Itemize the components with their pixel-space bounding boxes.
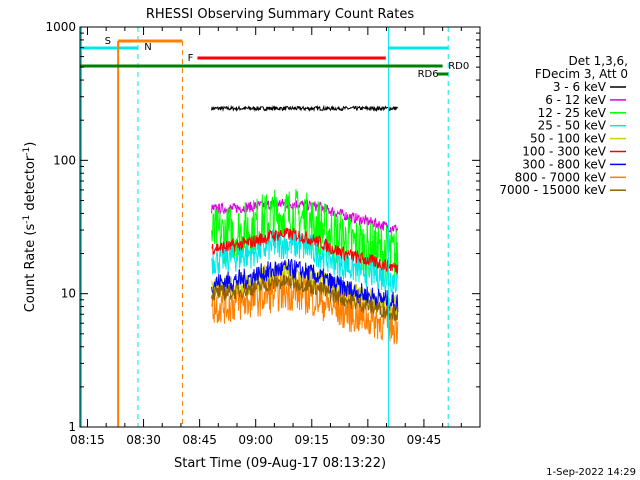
legend-entry-2: 12 - 25 keV	[538, 106, 607, 120]
legend-entry-5: 100 - 300 keV	[522, 145, 606, 159]
rd0-label: RD0	[448, 61, 469, 72]
x-tick-label: 08:15	[70, 433, 105, 447]
y-tick-label: 1	[68, 420, 76, 434]
y-tick-label: 10	[61, 287, 76, 301]
chart-title: RHESSI Observing Summary Count Rates	[146, 7, 415, 22]
x-tick-label: 09:45	[407, 433, 442, 447]
y-label-mid: detector	[23, 155, 38, 215]
legend-entry-8: 7000 - 15000 keV	[499, 183, 606, 197]
y-axis-label: Count Rate (s-1 detector-1)	[22, 142, 38, 313]
y-tick-label: 1000	[45, 20, 76, 34]
legend-entry-7: 800 - 7000 keV	[515, 170, 607, 184]
plot-frame	[79, 26, 481, 428]
legend-entry-3: 25 - 50 keV	[538, 119, 607, 133]
flare-label: F	[188, 53, 194, 64]
x-tick-label: 08:30	[126, 433, 161, 447]
y-tick-label: 100	[53, 153, 76, 167]
axis-layer: 1 10 100 1000 08:15 08:30 08:45 09:00 09:15 09:30…	[45, 20, 480, 447]
series-line-2	[211, 189, 399, 282]
legend-entry-0: 3 - 6 keV	[553, 80, 607, 94]
series-line-8	[211, 274, 399, 321]
timestamp: 1-Sep-2022 14:29	[546, 467, 636, 478]
y-label-main: Count Rate (s	[23, 224, 38, 313]
legend-header-1: Det 1,3,6,	[569, 54, 629, 68]
series-layer	[211, 104, 399, 346]
y-label-sup1: -1	[22, 215, 32, 224]
rd6-label: RD6	[418, 69, 439, 80]
x-tick-label: 09:00	[238, 433, 273, 447]
series-line-7	[211, 274, 399, 346]
series-line-5	[211, 227, 399, 274]
night-label: N	[144, 42, 151, 53]
x-tick-label: 09:15	[294, 433, 329, 447]
saa-label: S	[105, 36, 111, 47]
x-axis-label: Start Time (09-Aug-17 08:13:22)	[174, 456, 386, 471]
y-label-sup2: -1	[22, 147, 32, 156]
series-line-0	[211, 104, 399, 113]
legend-entry-1: 6 - 12 keV	[545, 93, 607, 107]
y-label-end: )	[23, 142, 38, 147]
x-tick-label: 08:45	[182, 433, 217, 447]
annotation-layer: N S F RD0 RD6	[80, 27, 469, 427]
legend-header-2: FDecim 3, Att 0	[535, 67, 628, 81]
legend-entry-4: 50 - 100 keV	[530, 132, 607, 146]
x-tick-label: 09:30	[351, 433, 386, 447]
legend-entry-6: 300 - 800 keV	[522, 157, 606, 171]
